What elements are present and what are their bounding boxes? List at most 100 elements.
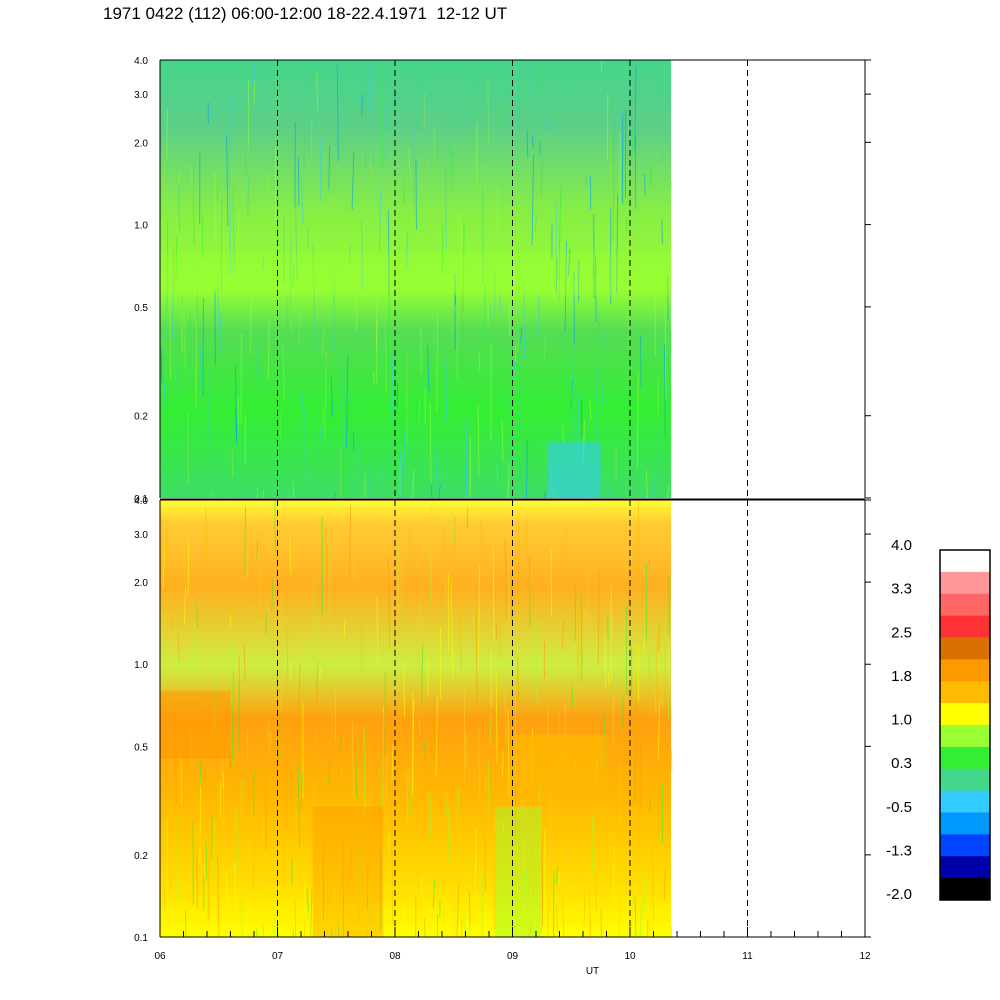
x-tick-label: 06 [154,951,166,962]
streak [477,405,480,477]
streak [303,880,307,938]
streak [264,377,268,393]
streak [495,666,498,763]
streak [454,274,457,306]
lower-y-tick-label: 4.0 [134,496,148,507]
streak [555,903,559,934]
streak [313,781,315,862]
streak [661,678,664,706]
streak [169,280,172,379]
streak [507,709,510,798]
streak [519,346,523,431]
streak [286,626,289,705]
streak [322,327,325,358]
colorbar-swatch [940,637,990,660]
streak [555,865,559,885]
streak [612,117,616,163]
streak [387,210,390,297]
streak [415,160,417,230]
streak [408,148,411,175]
upper-y-tick-label: 4.0 [134,56,148,67]
streak [586,572,589,632]
streak [535,619,538,701]
streak [349,388,351,404]
streak [198,347,201,440]
upper-y-tick-label: 0.5 [134,303,148,314]
streak [604,635,607,690]
colorbar-swatch [940,768,990,792]
streak [465,420,468,499]
streak [265,613,267,635]
streak [187,538,190,598]
colorbar-swatch [940,812,990,835]
streak [499,290,502,314]
streak [244,506,247,573]
lower-y-tick-label: 0.2 [134,851,148,862]
streak [492,251,495,278]
streak [379,804,382,903]
colorbar-label: 4.0 [891,537,912,554]
streak [634,705,637,802]
streak [652,345,655,360]
colorbar-swatch [940,878,990,901]
lower-gold-band [512,735,607,789]
streak [589,400,592,421]
lower-green-column [494,806,542,937]
streak [358,808,361,891]
streak [478,352,481,371]
lower-y-tick-label: 1.0 [134,660,148,671]
streak [514,782,517,837]
streak [451,324,454,336]
streak [561,425,565,443]
streak [670,750,673,771]
colorbar-swatch [940,856,990,879]
streak [384,108,387,161]
streak [634,897,637,938]
streak [456,787,460,852]
streak [309,919,312,938]
streak [507,461,510,499]
streak [451,509,454,545]
streak [597,569,600,666]
streak [391,843,394,926]
streak [438,232,442,301]
streak [481,162,483,193]
streak [594,871,598,912]
colorbar-swatch [940,571,990,595]
streak [576,651,579,670]
streak [402,904,406,938]
upper-y-tick-label: 0.2 [134,412,148,423]
streak [438,484,441,499]
streak [387,282,390,369]
streak [451,149,454,193]
streak [636,185,639,275]
streak [324,351,327,439]
streak [441,222,444,275]
streak [336,876,339,934]
streak [354,742,358,798]
streak [508,546,510,645]
streak [324,527,327,539]
streak [595,255,597,323]
streak [336,65,339,162]
streak [663,343,666,438]
streak [430,507,433,604]
streak [304,410,306,494]
streak [210,465,214,499]
colorbar-label: 0.3 [891,755,912,772]
streak [207,837,210,922]
lower-y-tick-label: 2.0 [134,578,148,589]
streak [345,890,349,909]
colorbar-swatch [940,703,990,726]
streak [525,870,528,912]
streak [273,907,276,938]
streak [558,184,562,251]
streak [487,608,489,632]
streak [454,515,456,594]
streak [472,854,475,891]
streak [583,889,586,926]
streak [204,448,207,490]
streak [664,304,667,399]
streak [384,315,387,396]
streak [660,76,663,166]
